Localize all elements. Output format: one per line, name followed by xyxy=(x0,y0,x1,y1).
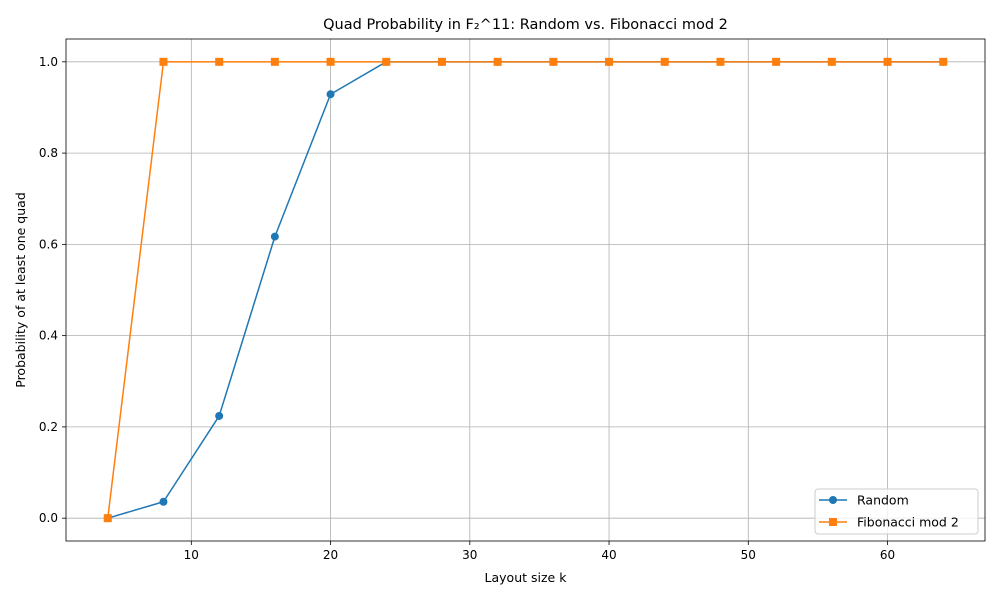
series-line xyxy=(107,61,944,519)
data-point xyxy=(382,57,391,66)
data-point xyxy=(493,57,502,66)
data-point xyxy=(605,57,614,66)
axis-ticks: 10 20 30 40 50 60 0.0 0.2 0.4 0.6 0.8 1.0 xyxy=(39,55,895,562)
y-tick-label: 0.8 xyxy=(39,146,58,160)
data-point xyxy=(772,57,781,66)
y-tick-label: 0.0 xyxy=(39,511,58,525)
data-point xyxy=(437,57,446,66)
legend: Random Fibonacci mod 2 xyxy=(814,488,979,535)
y-axis-label: Probability of at least one quad xyxy=(13,192,28,388)
data-point xyxy=(215,411,224,420)
data-point xyxy=(159,497,168,506)
series-2 xyxy=(103,57,948,523)
data-point xyxy=(660,57,669,66)
x-tick-label: 10 xyxy=(184,548,199,562)
data-point xyxy=(103,514,112,523)
x-tick-label: 60 xyxy=(880,548,895,562)
chart-title: Quad Probability in F₂^11: Random vs. Fi… xyxy=(323,17,728,33)
legend-marker xyxy=(829,518,837,526)
legend-label: Fibonacci mod 2 xyxy=(857,515,959,530)
data-point xyxy=(827,57,836,66)
data-point xyxy=(326,57,335,66)
plot-area-frame xyxy=(65,38,986,542)
legend-item: Random xyxy=(819,493,909,508)
data-point xyxy=(716,57,725,66)
data-point xyxy=(270,57,279,66)
legend-label: Random xyxy=(857,493,909,508)
data-point xyxy=(883,57,892,66)
x-axis-label: Layout size k xyxy=(485,570,568,585)
series-layer xyxy=(103,57,948,523)
legend-item: Fibonacci mod 2 xyxy=(819,515,959,530)
data-point xyxy=(159,57,168,66)
y-tick-label: 0.2 xyxy=(39,420,58,434)
x-tick-label: 50 xyxy=(741,548,756,562)
legend-box xyxy=(814,488,979,535)
data-point xyxy=(939,57,948,66)
data-point xyxy=(549,57,558,66)
y-tick-label: 0.4 xyxy=(39,329,58,343)
x-tick-label: 30 xyxy=(462,548,477,562)
data-point xyxy=(326,90,335,99)
x-tick-label: 20 xyxy=(323,548,338,562)
y-tick-label: 0.6 xyxy=(39,237,58,251)
legend-marker xyxy=(829,496,837,504)
x-tick-label: 40 xyxy=(601,548,616,562)
data-point xyxy=(215,57,224,66)
y-tick-label: 1.0 xyxy=(39,55,58,69)
data-point xyxy=(270,232,279,241)
